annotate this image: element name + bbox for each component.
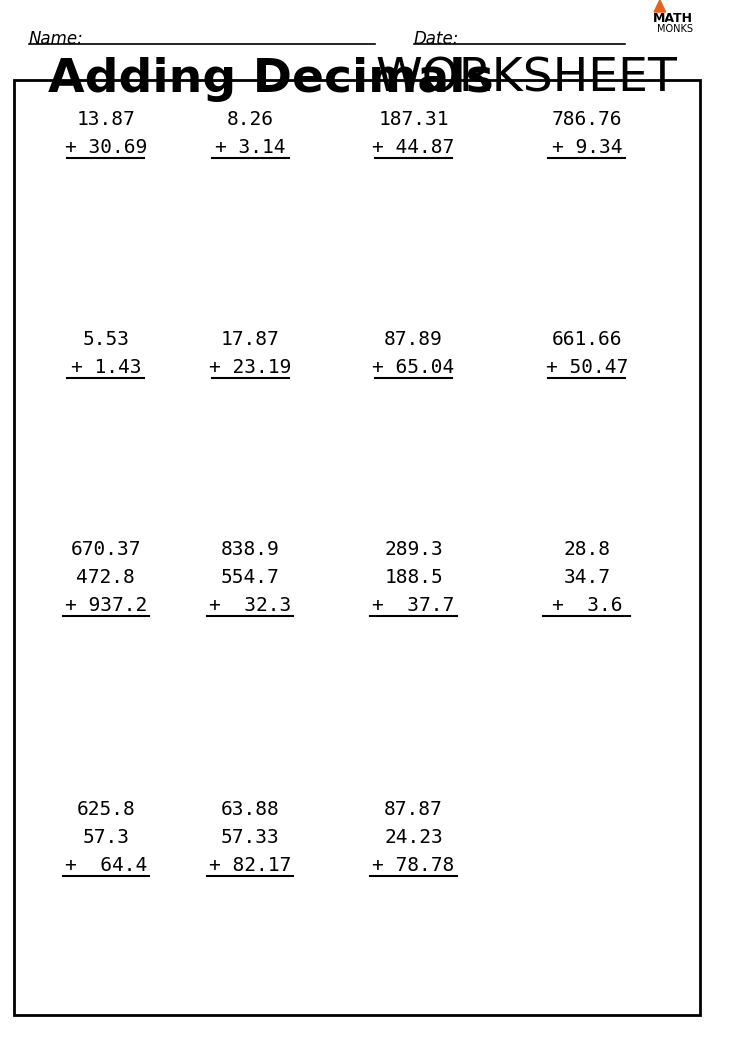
Text: 188.5: 188.5 xyxy=(384,568,443,587)
Text: +  3.6: + 3.6 xyxy=(551,596,622,615)
Text: + 23.19: + 23.19 xyxy=(209,358,291,377)
Text: MATH: MATH xyxy=(652,12,692,25)
Text: + 937.2: + 937.2 xyxy=(65,596,147,615)
Text: 838.9: 838.9 xyxy=(221,540,279,559)
Text: 625.8: 625.8 xyxy=(77,800,135,819)
Text: 5.53: 5.53 xyxy=(82,330,129,349)
Text: + 44.87: + 44.87 xyxy=(372,138,455,158)
Text: + 9.34: + 9.34 xyxy=(551,138,622,158)
Text: 661.66: 661.66 xyxy=(551,330,622,349)
Text: 57.3: 57.3 xyxy=(82,828,129,847)
Polygon shape xyxy=(654,0,666,12)
Text: MONKS: MONKS xyxy=(657,24,692,34)
Text: 57.33: 57.33 xyxy=(221,828,279,847)
Text: 34.7: 34.7 xyxy=(563,568,610,587)
Text: + 82.17: + 82.17 xyxy=(209,856,291,875)
Text: 87.89: 87.89 xyxy=(384,330,443,349)
FancyBboxPatch shape xyxy=(14,80,700,1015)
Text: 13.87: 13.87 xyxy=(77,110,135,129)
Text: +  32.3: + 32.3 xyxy=(209,596,291,615)
Text: 786.76: 786.76 xyxy=(551,110,622,129)
Text: + 78.78: + 78.78 xyxy=(372,856,455,875)
Text: Date:: Date: xyxy=(414,30,459,48)
Text: 28.8: 28.8 xyxy=(563,540,610,559)
Text: + 50.47: + 50.47 xyxy=(545,358,628,377)
Text: 289.3: 289.3 xyxy=(384,540,443,559)
Text: 17.87: 17.87 xyxy=(221,330,279,349)
Text: + 3.14: + 3.14 xyxy=(215,138,285,158)
Text: + 30.69: + 30.69 xyxy=(65,138,147,158)
Text: 87.87: 87.87 xyxy=(384,800,443,819)
Text: + 1.43: + 1.43 xyxy=(71,358,141,377)
Text: Name:: Name: xyxy=(29,30,84,48)
Text: +  37.7: + 37.7 xyxy=(372,596,455,615)
Text: 63.88: 63.88 xyxy=(221,800,279,819)
Text: Adding Decimals: Adding Decimals xyxy=(48,57,494,102)
Text: 472.8: 472.8 xyxy=(77,568,135,587)
Text: +  64.4: + 64.4 xyxy=(65,856,147,875)
Text: 670.37: 670.37 xyxy=(71,540,141,559)
Text: WORKSHEET: WORKSHEET xyxy=(375,57,677,102)
Text: 8.26: 8.26 xyxy=(227,110,273,129)
Text: 554.7: 554.7 xyxy=(221,568,279,587)
Text: 187.31: 187.31 xyxy=(378,110,449,129)
Text: 24.23: 24.23 xyxy=(384,828,443,847)
Text: + 65.04: + 65.04 xyxy=(372,358,455,377)
